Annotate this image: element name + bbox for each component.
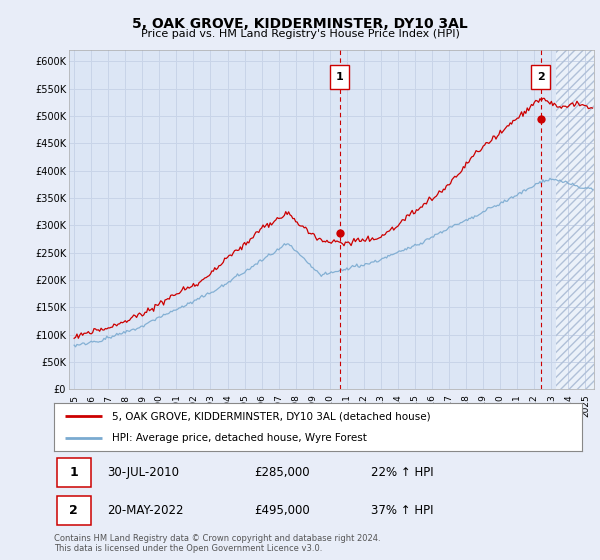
Text: 1: 1 (70, 466, 78, 479)
Text: 1: 1 (336, 72, 344, 82)
Text: 20-MAY-2022: 20-MAY-2022 (107, 504, 184, 517)
Text: £495,000: £495,000 (254, 504, 310, 517)
Text: Contains HM Land Registry data © Crown copyright and database right 2024.
This d: Contains HM Land Registry data © Crown c… (54, 534, 380, 553)
Text: 2: 2 (537, 72, 545, 82)
Text: 5, OAK GROVE, KIDDERMINSTER, DY10 3AL: 5, OAK GROVE, KIDDERMINSTER, DY10 3AL (132, 17, 468, 31)
FancyBboxPatch shape (532, 64, 550, 88)
Text: 22% ↑ HPI: 22% ↑ HPI (371, 466, 433, 479)
FancyBboxPatch shape (56, 496, 91, 525)
Text: 30-JUL-2010: 30-JUL-2010 (107, 466, 179, 479)
Text: Price paid vs. HM Land Registry's House Price Index (HPI): Price paid vs. HM Land Registry's House … (140, 29, 460, 39)
Text: 37% ↑ HPI: 37% ↑ HPI (371, 504, 433, 517)
FancyBboxPatch shape (331, 64, 349, 88)
Text: 5, OAK GROVE, KIDDERMINSTER, DY10 3AL (detached house): 5, OAK GROVE, KIDDERMINSTER, DY10 3AL (d… (112, 411, 431, 421)
FancyBboxPatch shape (56, 458, 91, 487)
Text: £285,000: £285,000 (254, 466, 310, 479)
Text: 2: 2 (70, 504, 78, 517)
Bar (556, 50, 594, 389)
Text: HPI: Average price, detached house, Wyre Forest: HPI: Average price, detached house, Wyre… (112, 433, 367, 443)
